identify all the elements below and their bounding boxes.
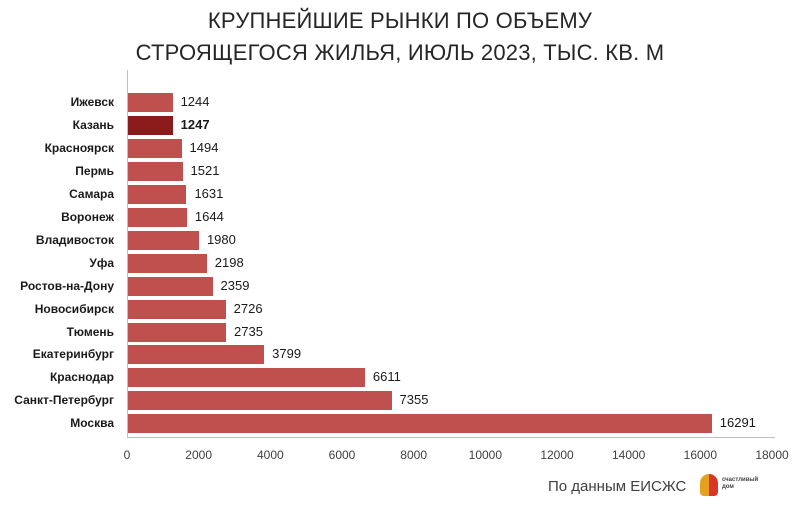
x-tick-label: 4000 [256,448,284,462]
category-label: Санкт-Петербург [14,393,114,408]
value-label: 7355 [399,392,429,408]
category-label: Красноярск [44,140,114,155]
bar-row: Воронеж 1644 [0,207,800,230]
bar-row: Пермь 1521 [0,161,800,184]
bar [128,345,265,365]
category-label: Екатеринбург [32,347,114,362]
bar [128,184,187,204]
y-axis-line [127,70,128,437]
value-label: 1980 [206,231,236,247]
bar [128,276,213,296]
category-label: Москва [70,416,114,431]
house-logo-icon [700,474,718,496]
value-label: 1521 [190,162,220,178]
bar-row: Краснодар 6611 [0,367,800,390]
bar-row: Тюмень 2735 [0,322,800,345]
bar [128,161,183,181]
category-label: Воронеж [61,209,114,224]
x-tick-label: 8000 [400,448,428,462]
bar-row: Ижевск 1244 [0,92,800,115]
x-tick-label: 14000 [611,448,646,462]
category-label: Краснодар [49,370,114,385]
x-tick-label: 16000 [683,448,718,462]
x-tick-label: 6000 [328,448,356,462]
chart-title-line2: СТРОЯЩЕГОСЯ ЖИЛЬЯ, ИЮЛЬ 2023, ТЫС. КВ. М [135,40,665,65]
bar-row: Ростов-на-Дону 2359 [0,276,800,299]
bar-row: Санкт-Петербург 7355 [0,390,800,413]
bar-row: Екатеринбург 3799 [0,344,800,367]
bar-row: Самара 1631 [0,184,800,207]
value-label: 1494 [189,139,219,155]
bar [128,138,182,158]
value-label: 2726 [233,300,263,316]
bar-row: Владивосток 1980 [0,230,800,253]
bar [128,414,712,434]
value-label: 2735 [234,323,263,339]
value-label: 3799 [272,346,302,362]
logo-line1: счастливый [722,477,759,483]
bar [128,230,199,250]
bar-row: Новосибирск 2726 [0,299,800,322]
x-tick-label: 10000 [468,448,503,462]
category-label: Ростов-на-Дону [20,278,114,293]
bar-row: Красноярск 1494 [0,138,800,161]
bar [128,391,392,411]
bar [128,115,173,135]
logo-text: счастливый дом [722,477,758,491]
source-note: По данным ЕИСЖС [548,478,687,495]
bar [128,93,173,112]
value-label: 16291 [719,415,756,431]
value-label: 1644 [194,208,224,224]
x-axis-line [127,437,775,438]
bar-row: Уфа 2198 [0,253,800,276]
x-tick-label: 0 [123,448,131,462]
chart-title-line1: КРУПНЕЙШИЕ РЫНКИ ПО ОБЪЕМУ [207,8,593,33]
value-label: 2359 [220,277,250,293]
x-tick-label: 18000 [755,448,789,462]
category-label: Казань [72,117,114,132]
category-label: Пермь [75,163,114,178]
bar [128,368,365,388]
category-label: Самара [69,186,114,201]
category-label: Новосибирск [34,301,114,316]
value-label: 6611 [372,369,401,385]
bar-row: Казань 1247 [0,115,800,138]
value-label: 1247 [180,116,210,132]
category-label: Ижевск [70,95,114,109]
bar [128,207,187,227]
category-label: Тюмень [66,324,114,339]
bar [128,253,207,273]
category-label: Владивосток [35,232,114,247]
value-label: 2198 [214,254,244,270]
value-label: 1631 [194,185,224,201]
bar-row: Москва 16291 [0,413,800,436]
bar [128,322,226,342]
category-label: Уфа [89,255,114,270]
x-tick-label: 2000 [185,448,213,462]
logo-line2: дом [722,484,734,490]
bar [128,299,226,319]
value-label: 1244 [180,94,210,109]
x-tick-label: 12000 [540,448,574,462]
